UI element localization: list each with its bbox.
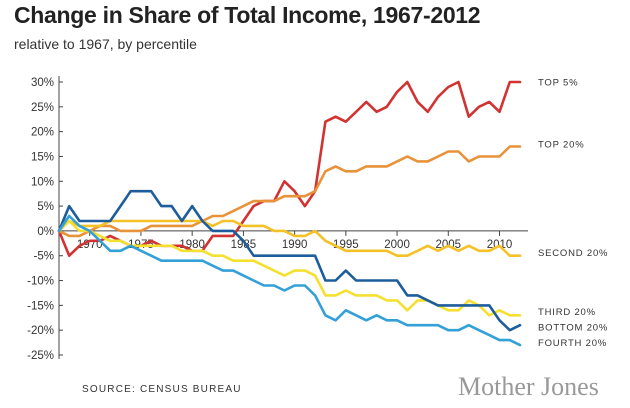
series-line-fourth-20pct — [57, 214, 522, 347]
series-label-fourth-20pct: FOURTH 20% — [538, 338, 607, 349]
chart-subtitle: relative to 1967, by percentile — [14, 36, 197, 52]
series-line-second-20pct — [57, 219, 522, 257]
series-label-third-20pct: THIRD 20% — [538, 307, 596, 318]
series-label-second-20pct: SECOND 20% — [538, 248, 608, 259]
y-tick-label: 0% — [37, 226, 54, 238]
y-tick-label: -10% — [27, 276, 54, 288]
series-label-top-20pct: TOP 20% — [538, 140, 584, 151]
series-lines — [57, 80, 522, 347]
y-tick-label: 20% — [31, 127, 54, 139]
x-tick-label: 1980 — [179, 239, 205, 251]
x-tick-label: 1990 — [282, 239, 308, 251]
x-axis-ticks: 1970 1975 1980 1985 1990 1995 2000 2005 2010 — [77, 230, 512, 251]
x-tick-label: 1995 — [333, 239, 359, 251]
series-line-top-20pct — [57, 145, 522, 238]
y-tick-label: -20% — [27, 325, 54, 337]
y-tick-label: -25% — [27, 350, 54, 362]
y-tick-label: 30% — [31, 77, 54, 89]
series-line-bottom-20pct — [57, 189, 522, 332]
axes — [58, 76, 528, 359]
y-tick-label: 15% — [31, 151, 54, 163]
y-tick-label: 25% — [31, 102, 54, 114]
y-tick-label: -15% — [27, 300, 54, 312]
series-label-bottom-20pct: BOTTOM 20% — [538, 323, 608, 334]
chart-title: Change in Share of Total Income, 1967-20… — [14, 2, 481, 28]
y-axis-ticks: 30% 25% 20% 15% 10% 5% 0% -5% -10% -15% -20% -25% — [27, 77, 63, 362]
brand-logo: Mother Jones — [458, 372, 599, 401]
y-tick-label: 10% — [31, 176, 54, 188]
source-note: SOURCE: CENSUS BUREAU — [82, 384, 242, 395]
y-tick-label: -5% — [34, 251, 54, 263]
series-labels: TOP 5% TOP 20% SECOND 20% THIRD 20% BOTTOM 2… — [538, 78, 608, 350]
y-tick-label: 5% — [37, 201, 54, 213]
x-tick-label: 2000 — [384, 239, 410, 251]
series-line-third-20pct — [57, 219, 522, 317]
series-label-top-5pct: TOP 5% — [538, 78, 578, 89]
